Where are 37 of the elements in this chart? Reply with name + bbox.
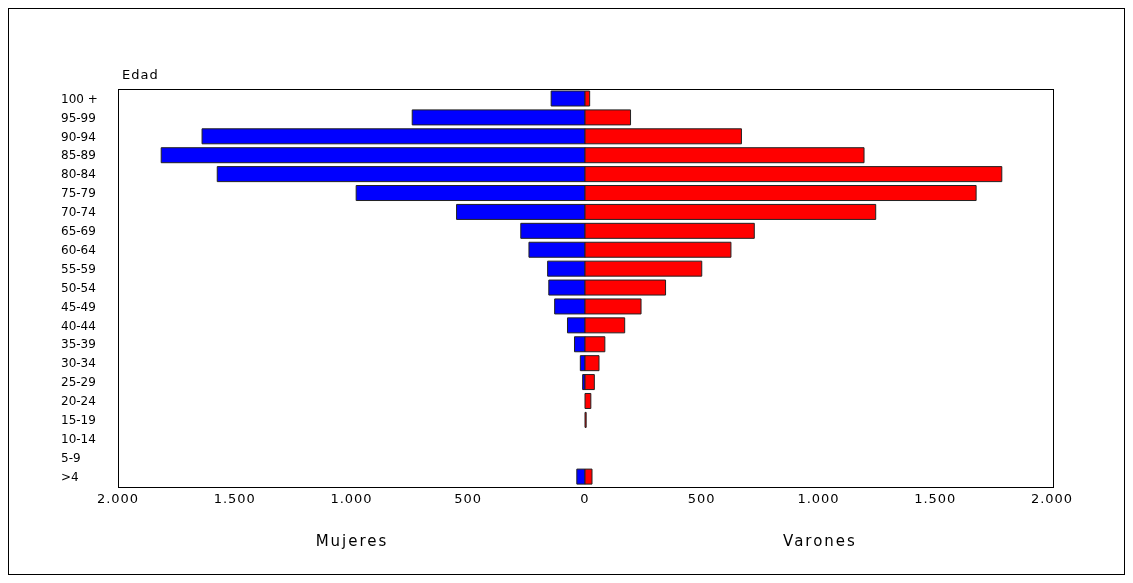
y-tick-label: 60-64: [61, 242, 96, 257]
y-axis-title: Edad: [122, 67, 159, 82]
x-tick-label: 1.000: [797, 491, 840, 507]
y-tick-label: >4: [61, 469, 79, 484]
y-tick-label: 40-44: [61, 318, 96, 333]
y-tick-label: 45-49: [61, 299, 96, 314]
y-tick-label: 100 +: [61, 91, 98, 106]
bar: [584, 374, 595, 391]
x-tick-label: 500: [687, 491, 716, 507]
x-tick-label: 2.000: [96, 491, 140, 507]
y-tick-label: 95-99: [61, 110, 96, 125]
text: Mujeres: [314, 532, 390, 550]
x-tick-label: 1.500: [914, 491, 957, 507]
y-tick-label: 30-34: [61, 356, 96, 371]
bar: [584, 392, 592, 409]
x-tick-label: 1.500: [213, 491, 256, 507]
y-tick-label: 90-94: [61, 129, 96, 144]
x-tick-label: 500: [454, 491, 483, 507]
y-tick-label: 55-59: [61, 261, 96, 276]
y-tick-label: 75-79: [61, 186, 96, 201]
y-tick-label: 25-29: [61, 375, 96, 390]
text: Varones: [782, 532, 858, 550]
x-tick-label: 2.000: [1030, 491, 1074, 507]
y-tick-label: 80-84: [61, 167, 96, 182]
x-tick-label: 1.000: [330, 491, 373, 507]
bar: [584, 355, 600, 372]
y-tick-label: 85-89: [61, 148, 96, 163]
y-tick-label: 70-74: [61, 205, 96, 220]
y-tick-label: 15-19: [61, 413, 96, 428]
y-tick-label: 10-14: [61, 432, 96, 446]
y-tick-label: 50-54: [61, 280, 96, 295]
y-tick-label: 65-69: [61, 224, 96, 239]
bar: [550, 90, 586, 107]
y-tick-label: 20-24: [61, 394, 96, 409]
y-tick-label: 5-9: [61, 450, 81, 465]
y-tick-label: 35-39: [61, 337, 96, 352]
x-tick-label: 0: [580, 491, 590, 507]
